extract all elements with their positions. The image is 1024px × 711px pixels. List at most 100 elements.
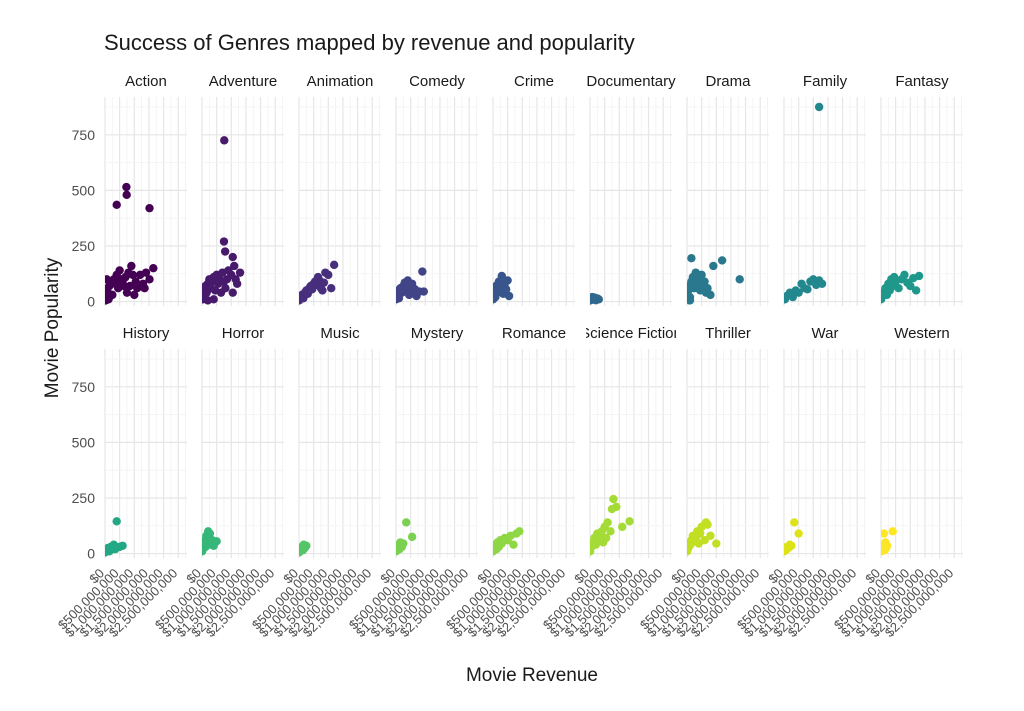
data-point [787,541,796,550]
data-point [228,252,237,262]
data-point [329,260,339,270]
data-point [399,539,408,548]
data-point [911,286,921,295]
facet-panel-fantasy: Fantasy [880,73,963,306]
facet-strip-label: Horror [222,325,265,342]
data-point [709,261,718,271]
data-point [612,502,621,512]
data-point [318,286,327,295]
series-points [590,494,634,556]
data-point [205,529,215,538]
data-point [794,529,803,538]
facet-panel-family: Family [783,73,866,306]
data-point [700,277,709,286]
series-points [396,267,429,304]
series-points [105,517,127,557]
y-tick-label: 250 [72,238,96,254]
facet-strip-label: Science Fiction [580,325,682,342]
grid-lines [880,349,963,558]
facet-panel-thriller: Thriller$0$500,000,000$1,000,000,000$1,5… [637,325,769,640]
facet-strip-label: Thriller [705,325,751,342]
data-point [712,539,721,548]
data-point [105,275,111,284]
data-point [212,537,221,546]
data-point [119,281,129,291]
y-tick-label: 750 [72,127,96,143]
data-point [603,518,612,527]
facet-strip-label: Documentary [586,73,676,90]
data-point [122,182,131,192]
grid-lines [395,97,478,306]
y-tick-label: 0 [87,294,95,310]
facet-strip-label: Action [125,73,167,90]
series-points [687,254,744,305]
facet-panel-music: Music$0$500,000,000$1,000,000,000$1,500,… [249,325,381,640]
data-point [794,288,803,297]
facet-panel-science-fiction: Science Fiction$0$500,000,000$1,000,000,… [540,325,682,640]
data-point [594,295,603,304]
data-point [122,190,131,200]
data-point [219,237,229,246]
data-point [501,285,511,294]
series-points [590,292,603,305]
grid-lines [298,97,381,306]
grid-lines [686,349,769,558]
chart-title: Success of Genres mapped by revenue and … [104,30,635,55]
y-tick-label: 500 [72,182,96,198]
grid-lines [783,349,866,558]
x-axis-label: Movie Revenue [466,665,598,686]
data-point [133,284,142,293]
y-tick-label: 0 [87,546,95,562]
series-points [396,518,417,556]
data-point [203,296,213,305]
data-point [601,533,611,543]
grid-lines [589,349,672,558]
data-point [914,271,924,281]
data-point [894,284,903,293]
facet-strip-label: Adventure [209,73,277,90]
grid-lines [201,97,284,306]
data-point [232,279,242,288]
data-point [697,270,706,280]
data-point [695,529,705,538]
data-point [327,284,336,293]
facet-strip-label: Comedy [409,73,465,90]
facet-panel-crime: Crime [492,73,575,306]
data-point [402,518,411,527]
data-point [221,284,230,293]
data-point [882,541,892,550]
grid-lines [298,349,381,558]
data-point [606,527,615,536]
data-point [700,536,709,545]
data-point [735,275,744,284]
data-point [418,267,427,276]
series-points [493,271,514,304]
data-point [122,288,132,297]
data-point [125,281,135,291]
data-point [145,275,154,284]
data-point [230,261,239,271]
data-point [906,281,915,291]
facet-panel-documentary: Documentary [586,73,676,306]
data-point [503,276,512,285]
data-point [130,290,139,300]
grid-lines [492,349,575,558]
facet-panel-animation: Animation [298,73,381,306]
grid-lines [395,349,478,558]
y-axis-label: Movie Popularity [42,257,63,398]
data-point [703,284,712,293]
facet-strip-label: Crime [514,73,554,90]
facet-strip-label: Romance [502,325,566,342]
facet-panel-war: War$0$500,000,000$1,000,000,000$1,500,00… [734,325,866,640]
data-point [509,540,518,549]
data-point [127,261,136,271]
grid-lines [201,349,284,558]
data-point [112,200,121,210]
data-point [149,264,158,273]
data-point [419,287,429,296]
data-point [701,518,711,527]
data-point [888,527,897,536]
data-point [900,270,909,280]
data-point [319,278,329,287]
